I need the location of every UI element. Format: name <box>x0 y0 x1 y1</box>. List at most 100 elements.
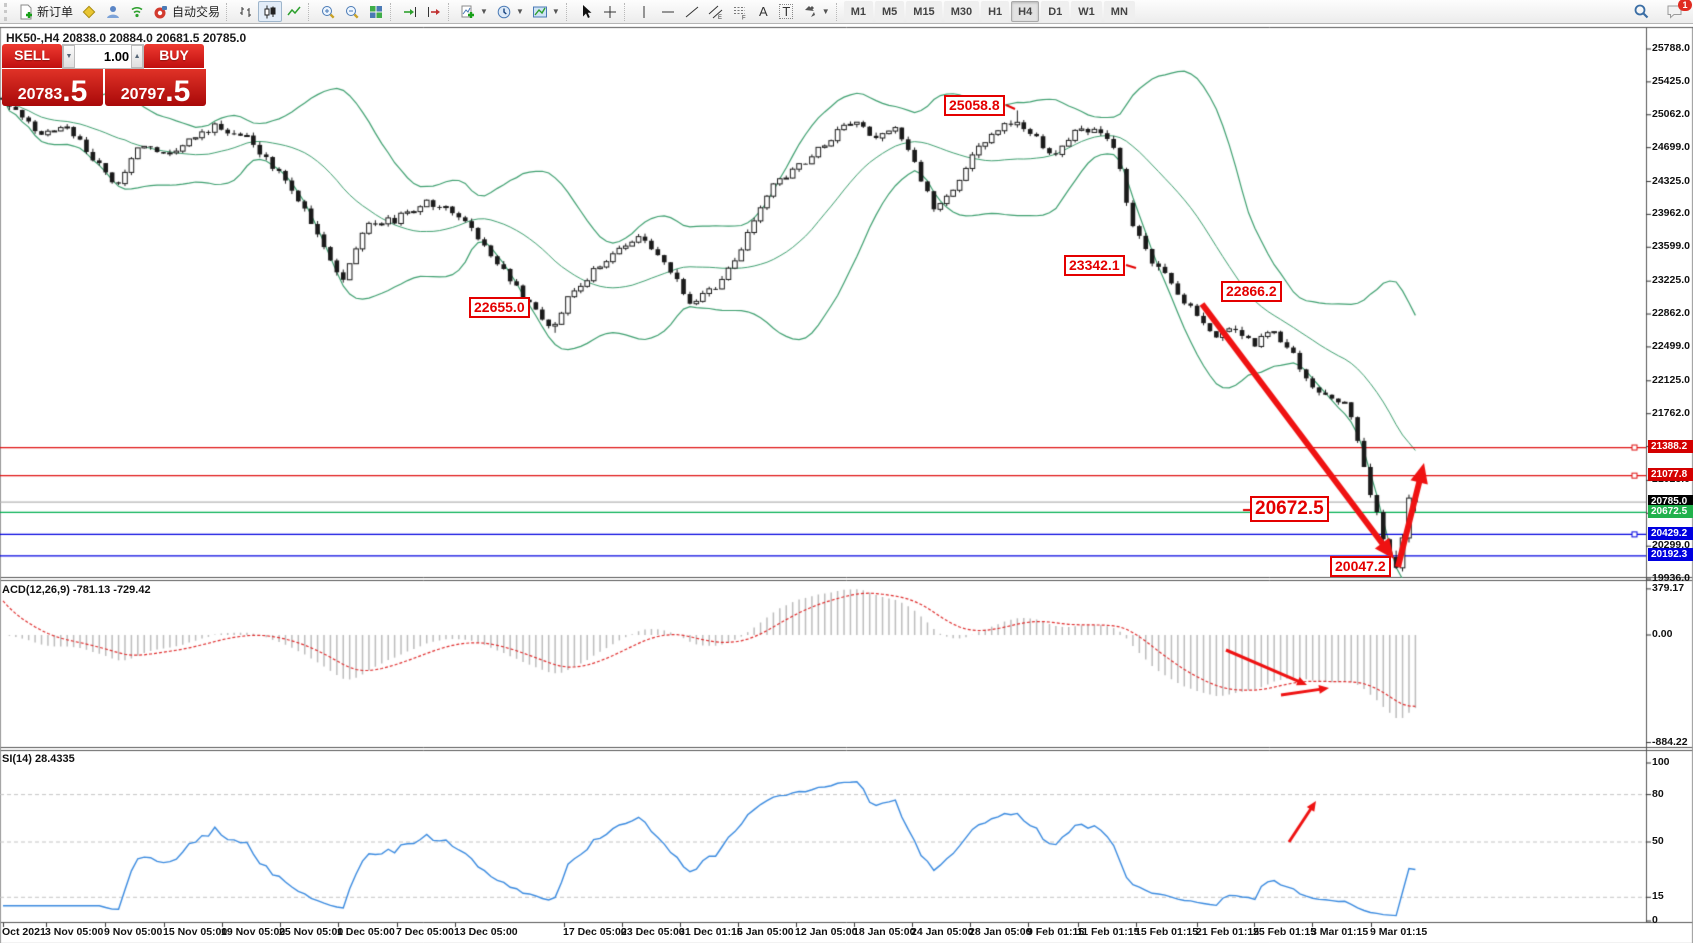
fibonacci-tool-button[interactable]: F <box>728 1 752 22</box>
indicators-button[interactable]: ▼ <box>456 1 492 22</box>
template-icon <box>532 4 548 20</box>
toolbar-separator <box>448 2 454 21</box>
text-tool-icon: A <box>758 4 768 19</box>
volume-input[interactable] <box>74 45 132 68</box>
channel-tool-button[interactable]: E <box>704 1 728 22</box>
tile-windows-button[interactable] <box>364 1 388 22</box>
toolbar-separator <box>308 2 314 21</box>
toolbar-grip[interactable] <box>4 2 12 21</box>
notification-badge: 1 <box>1678 0 1692 11</box>
trendline-tool-button[interactable] <box>680 1 704 22</box>
toolbar-separator <box>390 2 396 21</box>
new-order-icon <box>18 4 34 20</box>
trendline-icon <box>684 4 700 20</box>
timeframe-button-m15[interactable]: M15 <box>906 1 942 22</box>
bar-chart-button[interactable] <box>234 1 258 22</box>
equidistant-channel-icon: E <box>708 4 724 20</box>
timeframe-button-mn[interactable]: MN <box>1103 1 1135 22</box>
buy-price-int: 20797 <box>120 86 166 104</box>
new-order-label: 新订单 <box>37 5 74 19</box>
yellow-box-icon <box>81 4 97 20</box>
line-chart-icon <box>286 4 302 20</box>
text-label-icon: T <box>779 4 794 19</box>
dropdown-caret-icon: ▼ <box>480 7 488 16</box>
vertical-line-icon <box>636 4 652 20</box>
zoom-in-icon <box>320 4 336 20</box>
buy-price-frac: .5 <box>165 74 191 108</box>
cursor-icon <box>578 4 594 20</box>
dropdown-caret-icon: ▼ <box>551 7 560 16</box>
sell-price-frac: .5 <box>62 74 88 108</box>
timeframe-button-h1[interactable]: H1 <box>981 1 1010 22</box>
timeframe-button-w1[interactable]: W1 <box>1071 1 1102 22</box>
auto-trading-icon <box>153 4 169 20</box>
zoom-out-button[interactable] <box>340 1 364 22</box>
crosshair-icon <box>602 4 618 20</box>
line-chart-button[interactable] <box>282 1 306 22</box>
new-order-button[interactable]: 新订单 <box>14 1 77 22</box>
tile-windows-icon <box>368 4 384 20</box>
timeframe-button-d1[interactable]: D1 <box>1041 1 1070 22</box>
bar-chart-icon <box>238 4 254 20</box>
toolbar-separator <box>565 2 572 21</box>
notifications-button[interactable]: 1 <box>1662 0 1692 22</box>
signal-icon <box>129 4 145 20</box>
clock-icon <box>496 4 512 20</box>
search-icon <box>1633 3 1650 20</box>
chart-shift-button[interactable] <box>422 1 446 22</box>
volume-decrease-button[interactable]: ▼ <box>63 45 75 68</box>
sell-button[interactable]: SELL <box>2 44 62 69</box>
accounts-button[interactable] <box>101 1 125 22</box>
dropdown-caret-icon: ▼ <box>515 7 524 16</box>
horizontal-line-icon <box>660 4 676 20</box>
auto-scroll-icon <box>402 4 418 20</box>
buy-button[interactable]: BUY <box>144 44 204 69</box>
zoom-in-button[interactable] <box>316 1 340 22</box>
auto-trading-label: 自动交易 <box>172 5 221 19</box>
timeframe-button-m30[interactable]: M30 <box>943 1 980 22</box>
timeframe-button-m1[interactable]: M1 <box>843 1 873 22</box>
timeframe-group: M1 M5 M15 M30 H1 H4 D1 W1 MN <box>843 1 1135 22</box>
text-tool-button[interactable]: A <box>752 1 775 22</box>
toolbar-right-group: 1 <box>1629 0 1692 22</box>
auto-scroll-button[interactable] <box>398 1 422 22</box>
dropdown-caret-icon: ▼ <box>821 7 830 16</box>
text-label-tool-button[interactable]: T <box>775 1 798 22</box>
arrow-objects-icon <box>802 4 818 20</box>
candlestick-chart-button[interactable] <box>258 1 283 22</box>
profile-icon <box>105 4 121 20</box>
vertical-line-tool-button[interactable] <box>632 1 656 22</box>
templates-button[interactable]: ▼ <box>528 1 564 22</box>
horizontal-line-tool-button[interactable] <box>656 1 680 22</box>
buy-price[interactable]: 20797.5 <box>105 69 206 106</box>
sell-price-int: 20783 <box>17 86 63 104</box>
svg-text:E: E <box>718 15 722 20</box>
volume-increase-button[interactable]: ▲ <box>131 45 143 68</box>
toolbar-separator <box>835 2 842 21</box>
chart-title: HK50-,H4 20838.0 20884.0 20681.5 20785.0 <box>6 31 247 45</box>
toolbar-separator <box>623 2 630 21</box>
toolbar-separator <box>226 2 232 21</box>
indicators-icon <box>460 4 476 20</box>
one-click-trading-panel: SELL ▼ ▲ BUY 20783.5 20797.5 <box>2 44 206 106</box>
auto-trading-button[interactable]: 自动交易 <box>149 1 224 22</box>
sell-price[interactable]: 20783.5 <box>2 69 103 106</box>
fibonacci-icon: F <box>732 4 748 20</box>
svg-text:F: F <box>742 15 746 20</box>
cursor-button[interactable] <box>574 1 598 22</box>
volume-control: ▼ ▲ <box>62 44 144 69</box>
crosshair-button[interactable] <box>598 1 622 22</box>
candlestick-icon <box>262 4 278 20</box>
signals-button[interactable] <box>125 1 149 22</box>
timeframe-button-h4[interactable]: H4 <box>1011 1 1040 22</box>
market-watch-button[interactable] <box>77 1 101 22</box>
search-button[interactable] <box>1629 1 1654 22</box>
timeframe-button-m5[interactable]: M5 <box>875 1 905 22</box>
periods-button[interactable]: ▼ <box>492 1 528 22</box>
zoom-out-icon <box>344 4 360 20</box>
chart-shift-icon <box>426 4 442 20</box>
arrows-tool-button[interactable]: ▼ <box>798 1 834 22</box>
